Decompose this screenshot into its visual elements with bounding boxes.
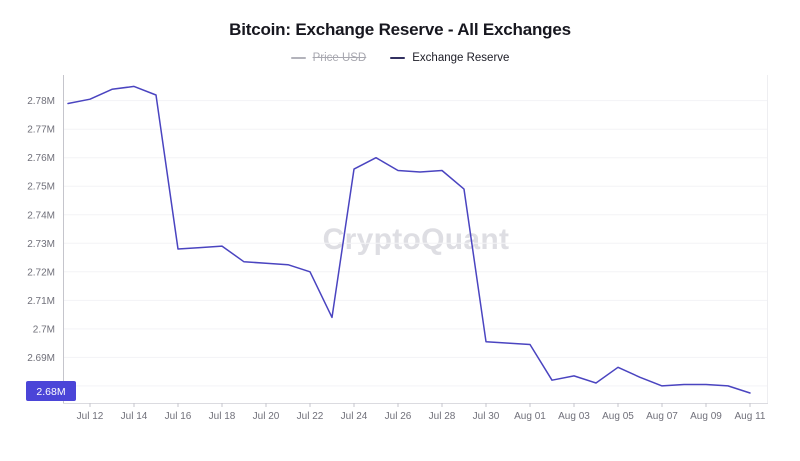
legend-label-exchange-reserve: Exchange Reserve: [412, 51, 510, 64]
y-tick-label: 2.71M: [27, 296, 55, 307]
y-tick-label: 2.69M: [27, 353, 55, 364]
x-tick-label: Aug 09: [690, 411, 722, 422]
x-tick-label: Aug 03: [558, 411, 590, 422]
x-tick-label: Jul 16: [165, 411, 192, 422]
x-tick-label: Jul 30: [473, 411, 500, 422]
x-tick-label: Jul 26: [385, 411, 412, 422]
y-tick-label: 2.7M: [33, 324, 55, 335]
y-tick-label: 2.72M: [27, 267, 55, 278]
legend-label-price-usd: Price USD: [312, 51, 367, 64]
y-tick-label: 2.76M: [27, 153, 55, 164]
y-tick-label: 2.75M: [27, 182, 55, 193]
legend-item-exchange-reserve[interactable]: Exchange Reserve: [390, 52, 509, 64]
current-value-badge: [26, 381, 76, 402]
y-tick-label: 2.77M: [27, 125, 55, 136]
x-tick-label: Jul 14: [121, 411, 148, 422]
price-usd-dash-icon: [290, 56, 306, 59]
y-tick-label: 2.73M: [27, 239, 55, 250]
x-tick-label: Jul 20: [253, 411, 280, 422]
x-tick-label: Jul 28: [429, 411, 456, 422]
y-tick-label: 2.74M: [27, 210, 55, 221]
x-tick-label: Aug 07: [646, 411, 678, 422]
x-tick-label: Aug 01: [514, 411, 546, 422]
exchange-reserve-line: [67, 85, 751, 394]
current-value-badge-label: 2.68M: [36, 386, 65, 398]
x-tick-label: Aug 11: [735, 411, 766, 422]
legend-item-price-usd[interactable]: Price USD: [290, 51, 367, 64]
x-tick-label: Jul 24: [341, 411, 368, 422]
x-tick-label: Jul 22: [297, 411, 324, 422]
y-tick-label: 2.78M: [27, 96, 55, 107]
x-tick-label: Aug 05: [602, 411, 634, 422]
legend: Price USD Exchange Reserve: [0, 50, 800, 65]
page-title: Bitcoin: Exchange Reserve - All Exchange…: [229, 20, 571, 39]
exchange-reserve-dash-icon: [390, 56, 406, 59]
x-tick-label: Jul 12: [77, 411, 104, 422]
x-tick-label: Jul 18: [209, 411, 236, 422]
